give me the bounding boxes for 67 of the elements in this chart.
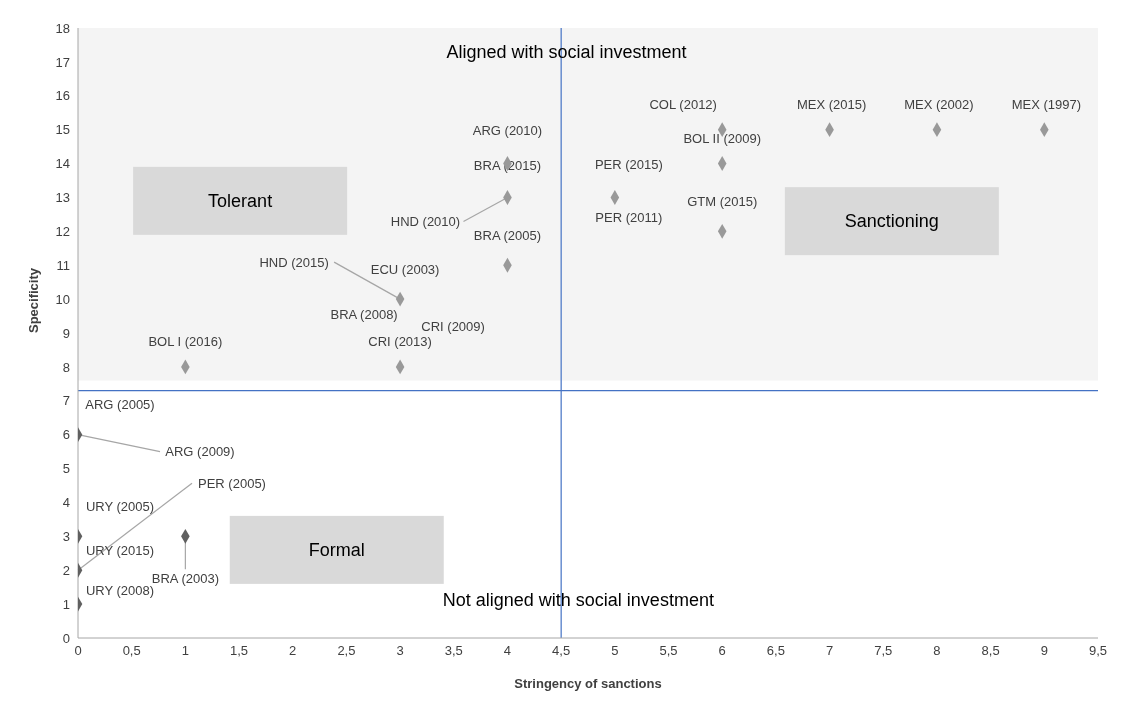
x-tick-label: 2 — [289, 643, 297, 659]
annotation: PER (2011) — [595, 209, 663, 225]
annotation: BRA (2005) — [473, 227, 542, 243]
y-tick-label: 2 — [62, 562, 70, 578]
annotation: MEX (1997) — [1011, 97, 1081, 113]
annotation: MEX (2015) — [796, 97, 867, 113]
x-tick-label: 8 — [933, 643, 941, 659]
x-tick-label: 0,5 — [122, 643, 141, 659]
x-tick-label: 7,5 — [874, 643, 893, 659]
x-tick-label: 1,5 — [230, 643, 249, 659]
x-tick-label: 4,5 — [552, 643, 571, 659]
annotation: Aligned with social investment — [446, 41, 687, 62]
x-tick-label: 3,5 — [444, 643, 463, 659]
y-tick-label: 4 — [62, 495, 70, 511]
annotation: CRI (2013) — [368, 334, 432, 350]
annotation: PER (2005) — [198, 475, 266, 491]
x-tick-label: 0 — [74, 643, 82, 659]
annotation: ECU (2003) — [370, 261, 440, 277]
y-tick-label: 10 — [55, 291, 70, 307]
x-axis-title: Stringency of sanctions — [514, 676, 662, 691]
y-tick-label: 8 — [62, 359, 70, 375]
x-tick-label: 9 — [1040, 643, 1048, 659]
x-tick-label: 4 — [503, 643, 512, 659]
x-tick-label: 5 — [611, 643, 619, 659]
y-tick-label: 5 — [62, 461, 70, 477]
annotation: ARG (2009) — [165, 444, 235, 460]
annotation: HND (2015) — [259, 254, 329, 270]
annotation: MEX (2002) — [904, 97, 974, 113]
x-tick-label: 7 — [825, 643, 834, 659]
x-tick-label: 8,5 — [981, 643, 1000, 659]
y-tick-label: 6 — [62, 427, 70, 443]
annotation: Sanctioning — [844, 211, 939, 232]
annotation: HND (2010) — [390, 213, 461, 229]
x-tick-label: 1 — [181, 643, 189, 659]
x-tick-label: 2,5 — [337, 643, 356, 659]
annotation: URY (2015) — [85, 542, 155, 558]
y-tick-label: 11 — [56, 257, 70, 273]
y-tick-label: 17 — [55, 54, 70, 70]
y-axis-title: Specificity — [25, 267, 41, 333]
y-tick-label: 7 — [62, 393, 70, 409]
x-tick-label: 3 — [396, 643, 404, 659]
annotation: ARG (2010) — [472, 123, 543, 139]
annotation: PER (2015) — [594, 156, 663, 172]
annotation: URY (2005) — [85, 498, 155, 514]
annotation: Formal — [308, 539, 365, 560]
y-tick-label: 0 — [62, 630, 70, 646]
annotation: GTM (2015) — [687, 193, 758, 209]
y-tick-label: 3 — [62, 528, 70, 544]
annotation: BRA (2008) — [330, 306, 398, 322]
y-tick-label: 18 — [55, 20, 70, 36]
y-tick-label: 14 — [55, 156, 70, 172]
y-tick-label: 15 — [55, 122, 70, 138]
annotation: Tolerant — [208, 190, 273, 211]
x-tick-label: 5,5 — [659, 643, 678, 659]
y-tick-label: 12 — [55, 223, 70, 239]
annotation: ARG (2005) — [85, 397, 155, 413]
annotation: BOL I (2016) — [148, 334, 223, 350]
annotation: BOL II (2009) — [683, 131, 761, 147]
y-tick-label: 13 — [55, 190, 70, 206]
annotation: COL (2012) — [649, 97, 717, 113]
y-tick-label: 9 — [62, 325, 70, 341]
y-tick-label: 1 — [62, 596, 70, 612]
y-tick-label: 16 — [55, 88, 70, 104]
x-tick-label: 6,5 — [766, 643, 785, 659]
x-tick-label: 9,5 — [1088, 643, 1108, 659]
annotation: CRI (2009) — [421, 319, 485, 335]
x-tick-label: 6 — [718, 643, 726, 659]
